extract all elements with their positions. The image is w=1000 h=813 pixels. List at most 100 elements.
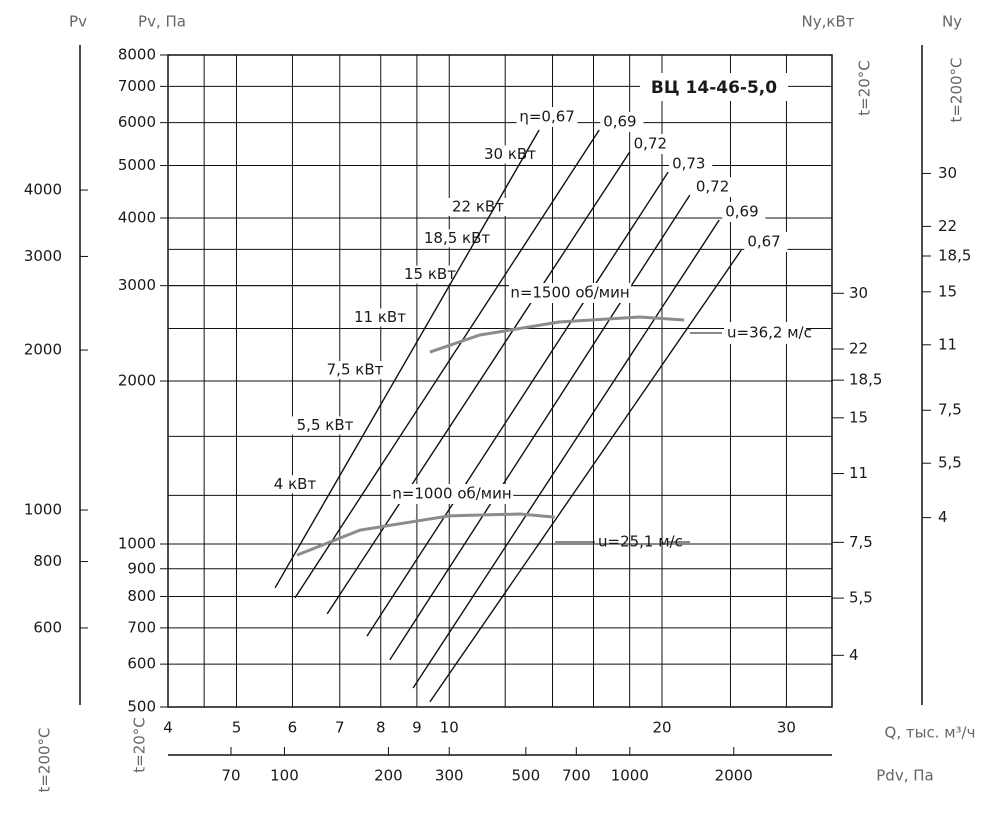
yleft-tick-label: 2000: [24, 341, 62, 359]
y-tick-label: 6000: [118, 113, 156, 131]
axis-title: Q, тыс. м³/ч: [885, 724, 976, 742]
y-tick-label: 700: [127, 618, 156, 636]
y-tick-label: 2000: [118, 372, 156, 390]
y2-tick-label: 18,5: [849, 371, 882, 389]
axis-title: Pv, Па: [138, 13, 186, 31]
power-label: 7,5 кВт: [327, 361, 384, 379]
x-tick-label: 6: [288, 719, 298, 737]
series-line: [429, 315, 685, 354]
label-bg: [289, 416, 361, 435]
x2-tick-label: 300: [435, 767, 464, 785]
power-label: 4 кВт: [274, 475, 317, 493]
x2-tick-label: 700: [562, 767, 591, 785]
label-bg: [268, 475, 322, 494]
x2-tick-label: 200: [374, 767, 403, 785]
axis-title: Nу: [942, 13, 962, 31]
axis-title: Pv: [69, 13, 87, 31]
y2-tick-label: 4: [849, 646, 859, 664]
y2-tick-label: 22: [849, 340, 868, 358]
series-line: [389, 194, 691, 661]
power-label: 15 кВт: [404, 265, 456, 283]
y3-tick-label: 4: [938, 508, 948, 526]
yleft-tick-label: 600: [33, 618, 62, 636]
y-tick-label: 900: [127, 559, 156, 577]
label-bg: [516, 106, 578, 127]
label-bg: [319, 361, 391, 379]
label-bg: [390, 484, 514, 504]
temp-label: t=200°C: [36, 727, 54, 792]
x2-tick-label: 2000: [715, 767, 753, 785]
label-bg: [744, 232, 788, 253]
y-tick-label: 4000: [118, 209, 156, 227]
x-tick-label: 5: [232, 719, 242, 737]
label-bg: [399, 265, 461, 284]
label-bg: [508, 283, 632, 303]
x2-tick-label: 100: [270, 767, 299, 785]
label-bg: [600, 111, 644, 132]
series-label: 0,69: [603, 112, 636, 130]
label-bg: [349, 308, 411, 327]
yleft-tick-label: 1000: [24, 501, 62, 519]
y3-tick-label: 15: [938, 282, 957, 300]
series-line: [294, 129, 600, 599]
temp-label: t=20°C: [131, 717, 149, 773]
y-tick-label: 3000: [118, 276, 156, 294]
series-label: n=1000 об/мин: [392, 485, 511, 503]
series-label: 0,73: [672, 155, 705, 173]
axis-title: Nу,кВт: [802, 13, 855, 31]
y-tick-label: 8000: [118, 46, 156, 64]
y3-tick-label: 30: [938, 164, 957, 182]
power-label: 11 кВт: [354, 308, 406, 326]
series-line: [274, 129, 540, 589]
temp-label: t=200°C: [948, 57, 966, 122]
x-tick-label: 10: [440, 719, 459, 737]
label-bg: [669, 154, 713, 175]
power-label: 22 кВт: [452, 198, 504, 216]
y3-tick-label: 18,5: [938, 246, 971, 264]
annotation: u=36,2 м/с: [727, 324, 812, 342]
x-tick-label: 8: [376, 719, 386, 737]
y2-tick-label: 30: [849, 284, 868, 302]
title-bg: [640, 73, 788, 101]
x-tick-label: 20: [652, 719, 671, 737]
series-label: 0,72: [634, 135, 667, 153]
x-tick-label: 4: [163, 719, 173, 737]
y2-tick-label: 11: [849, 464, 868, 482]
label-bg: [692, 177, 737, 198]
label-bg: [417, 229, 497, 248]
series-line: [326, 151, 631, 615]
series-label: η=0,67: [519, 107, 574, 125]
series-label: 0,67: [747, 233, 780, 251]
label-bg: [722, 202, 766, 223]
y-tick-label: 800: [127, 587, 156, 605]
annotation: u=25,1 м/с: [598, 533, 683, 551]
y3-tick-label: 11: [938, 335, 957, 353]
series-label: 0,69: [725, 203, 758, 221]
yleft-tick-label: 4000: [24, 181, 62, 199]
x-tick-label: 30: [777, 719, 796, 737]
label-bg: [479, 145, 541, 164]
axis-title: Pdv, Па: [876, 767, 933, 785]
power-label: 5,5 кВт: [297, 416, 354, 434]
chart-title: ВЦ 14-46-5,0: [651, 78, 777, 98]
y2-tick-label: 5,5: [849, 589, 873, 607]
yleft-tick-label: 3000: [24, 247, 62, 265]
x-tick-label: 7: [335, 719, 345, 737]
y-tick-label: 600: [127, 655, 156, 673]
series-label: n=1500 об/мин: [510, 284, 629, 302]
series-line: [366, 171, 669, 637]
x-tick-label: 9: [412, 719, 422, 737]
series-label: 0,72: [696, 178, 729, 196]
y-tick-label: 1000: [118, 535, 156, 553]
label-bg: [630, 134, 674, 155]
y3-tick-label: 7,5: [938, 401, 962, 419]
series-line: [429, 249, 742, 703]
yleft-tick-label: 800: [33, 552, 62, 570]
series-line: [296, 512, 555, 557]
y3-tick-label: 22: [938, 217, 957, 235]
y2-tick-label: 15: [849, 408, 868, 426]
y3-tick-label: 5,5: [938, 454, 962, 472]
label-bg: [447, 198, 509, 216]
